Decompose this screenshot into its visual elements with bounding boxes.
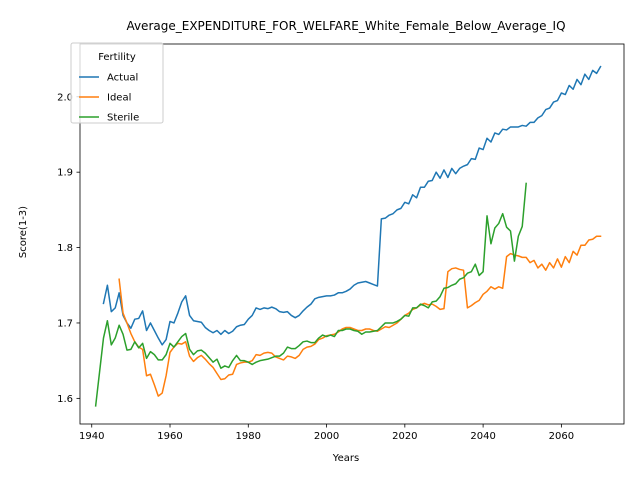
y-tick-label: 2.0: [57, 92, 73, 103]
plot-area: [79, 43, 625, 425]
plot-frame: [79, 43, 625, 425]
x-axis-label: Years: [332, 453, 359, 464]
x-tick-label: 1940: [79, 431, 104, 442]
y-tick-label: 1.9: [57, 168, 73, 179]
x-tick-label: 2040: [470, 431, 495, 442]
legend-label-actual: Actual: [107, 73, 138, 84]
legend-frame: [70, 42, 164, 124]
y-axis-label: Score(1-3): [18, 206, 29, 258]
legend-label-sterile: Sterile: [107, 113, 139, 124]
y-tick-label: 1.8: [57, 243, 73, 254]
x-tick-label: 2020: [392, 431, 417, 442]
y-tick-label: 1.6: [57, 394, 73, 405]
series-line-sterile: [94, 182, 527, 407]
series-line-ideal: [118, 235, 602, 397]
chart-title: Average_EXPENDITURE_FOR_WELFARE_White_Fe…: [126, 19, 565, 33]
y-axis: 1.6 1.7 1.8 1.9 2.0: [57, 92, 80, 405]
x-tick-label: 1960: [157, 431, 182, 442]
x-tick-label: 1980: [236, 431, 261, 442]
x-axis: 1940 1960 1980 2000 2020 2040 2060: [79, 424, 574, 442]
x-tick-label: 2060: [549, 431, 574, 442]
y-tick-label: 1.7: [57, 318, 73, 329]
legend-label-ideal: Ideal: [107, 93, 131, 104]
x-tick-label: 2000: [314, 431, 339, 442]
series-line-actual: [102, 65, 602, 346]
legend: Fertility Actual Ideal Sterile: [70, 42, 164, 124]
legend-title: Fertility: [98, 52, 136, 63]
